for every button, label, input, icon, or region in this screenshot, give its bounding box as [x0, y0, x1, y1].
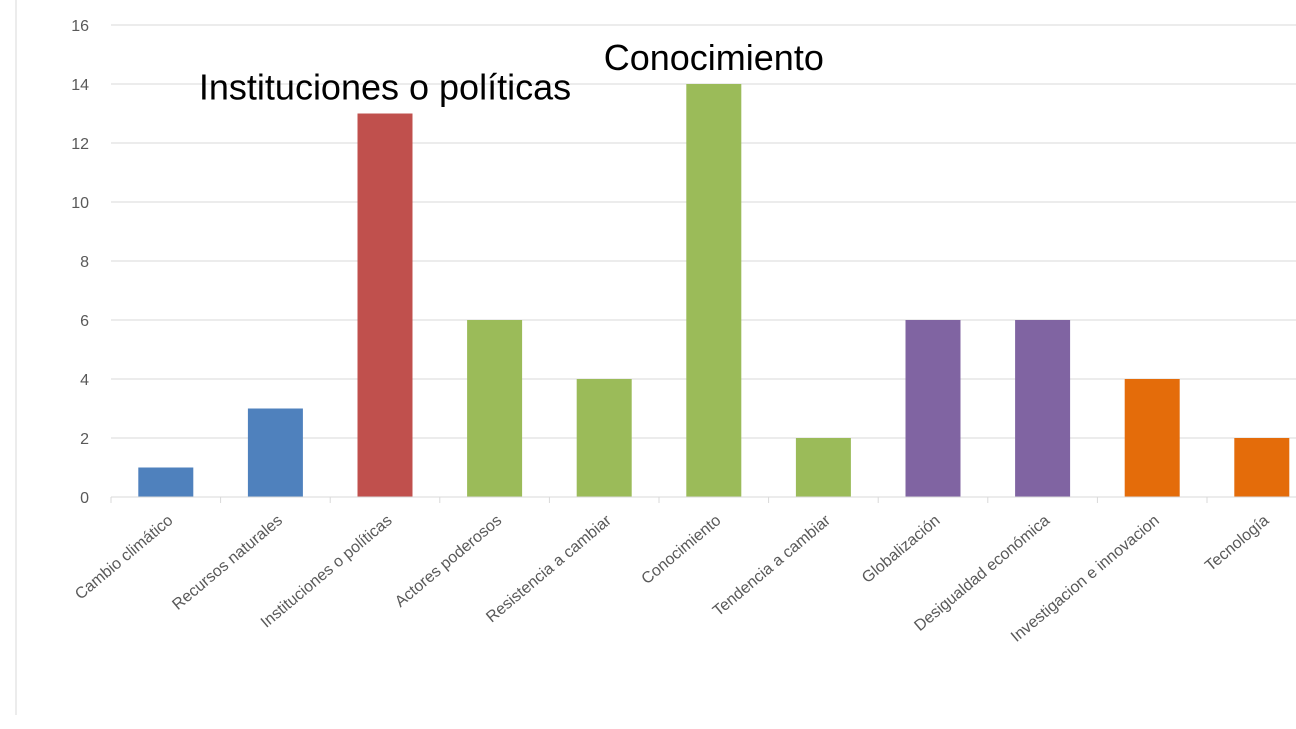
y-tick-label: 4	[80, 372, 89, 389]
y-tick-label: 8	[80, 254, 89, 271]
x-category-label: Actores poderosos	[392, 512, 505, 611]
x-category-label: Cambio climático	[72, 512, 176, 603]
y-tick-label: 12	[71, 136, 89, 153]
bar	[576, 379, 632, 497]
bar	[138, 467, 194, 497]
bar	[467, 320, 523, 497]
bar	[1015, 320, 1071, 497]
x-category-label: Resistencia a cambiar	[483, 512, 615, 627]
x-category-label: Tendencia a cambiar	[710, 512, 835, 620]
bar	[1124, 379, 1180, 497]
bar	[247, 408, 303, 497]
y-axis-ticks: 0 2 4 6 8 10 12 14 16	[71, 18, 89, 507]
annotation-label: Conocimiento	[604, 37, 824, 78]
bars	[138, 84, 1290, 497]
y-tick-label: 2	[80, 431, 89, 448]
x-category-label: Tecnología	[1202, 512, 1272, 575]
bar	[686, 84, 742, 497]
x-axis-tick-marks	[110, 497, 1208, 503]
bar	[905, 320, 961, 497]
annotations: Instituciones o políticas Conocimiento	[199, 37, 824, 108]
y-tick-label: 6	[80, 313, 89, 330]
y-tick-label: 16	[71, 18, 89, 35]
annotation-label: Instituciones o políticas	[199, 67, 571, 108]
x-category-label: Globalización	[859, 512, 944, 587]
bar	[357, 113, 413, 497]
bar	[795, 438, 851, 497]
x-category-label: Recursos naturales	[169, 512, 286, 614]
x-category-label: Conocimiento	[639, 512, 725, 588]
y-tick-label: 14	[71, 77, 89, 94]
bar	[1234, 438, 1290, 497]
y-tick-label: 10	[71, 195, 89, 212]
y-tick-label: 0	[80, 490, 89, 507]
